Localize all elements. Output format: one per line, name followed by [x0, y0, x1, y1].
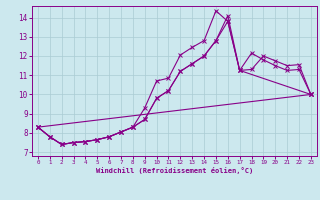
- X-axis label: Windchill (Refroidissement éolien,°C): Windchill (Refroidissement éolien,°C): [96, 167, 253, 174]
